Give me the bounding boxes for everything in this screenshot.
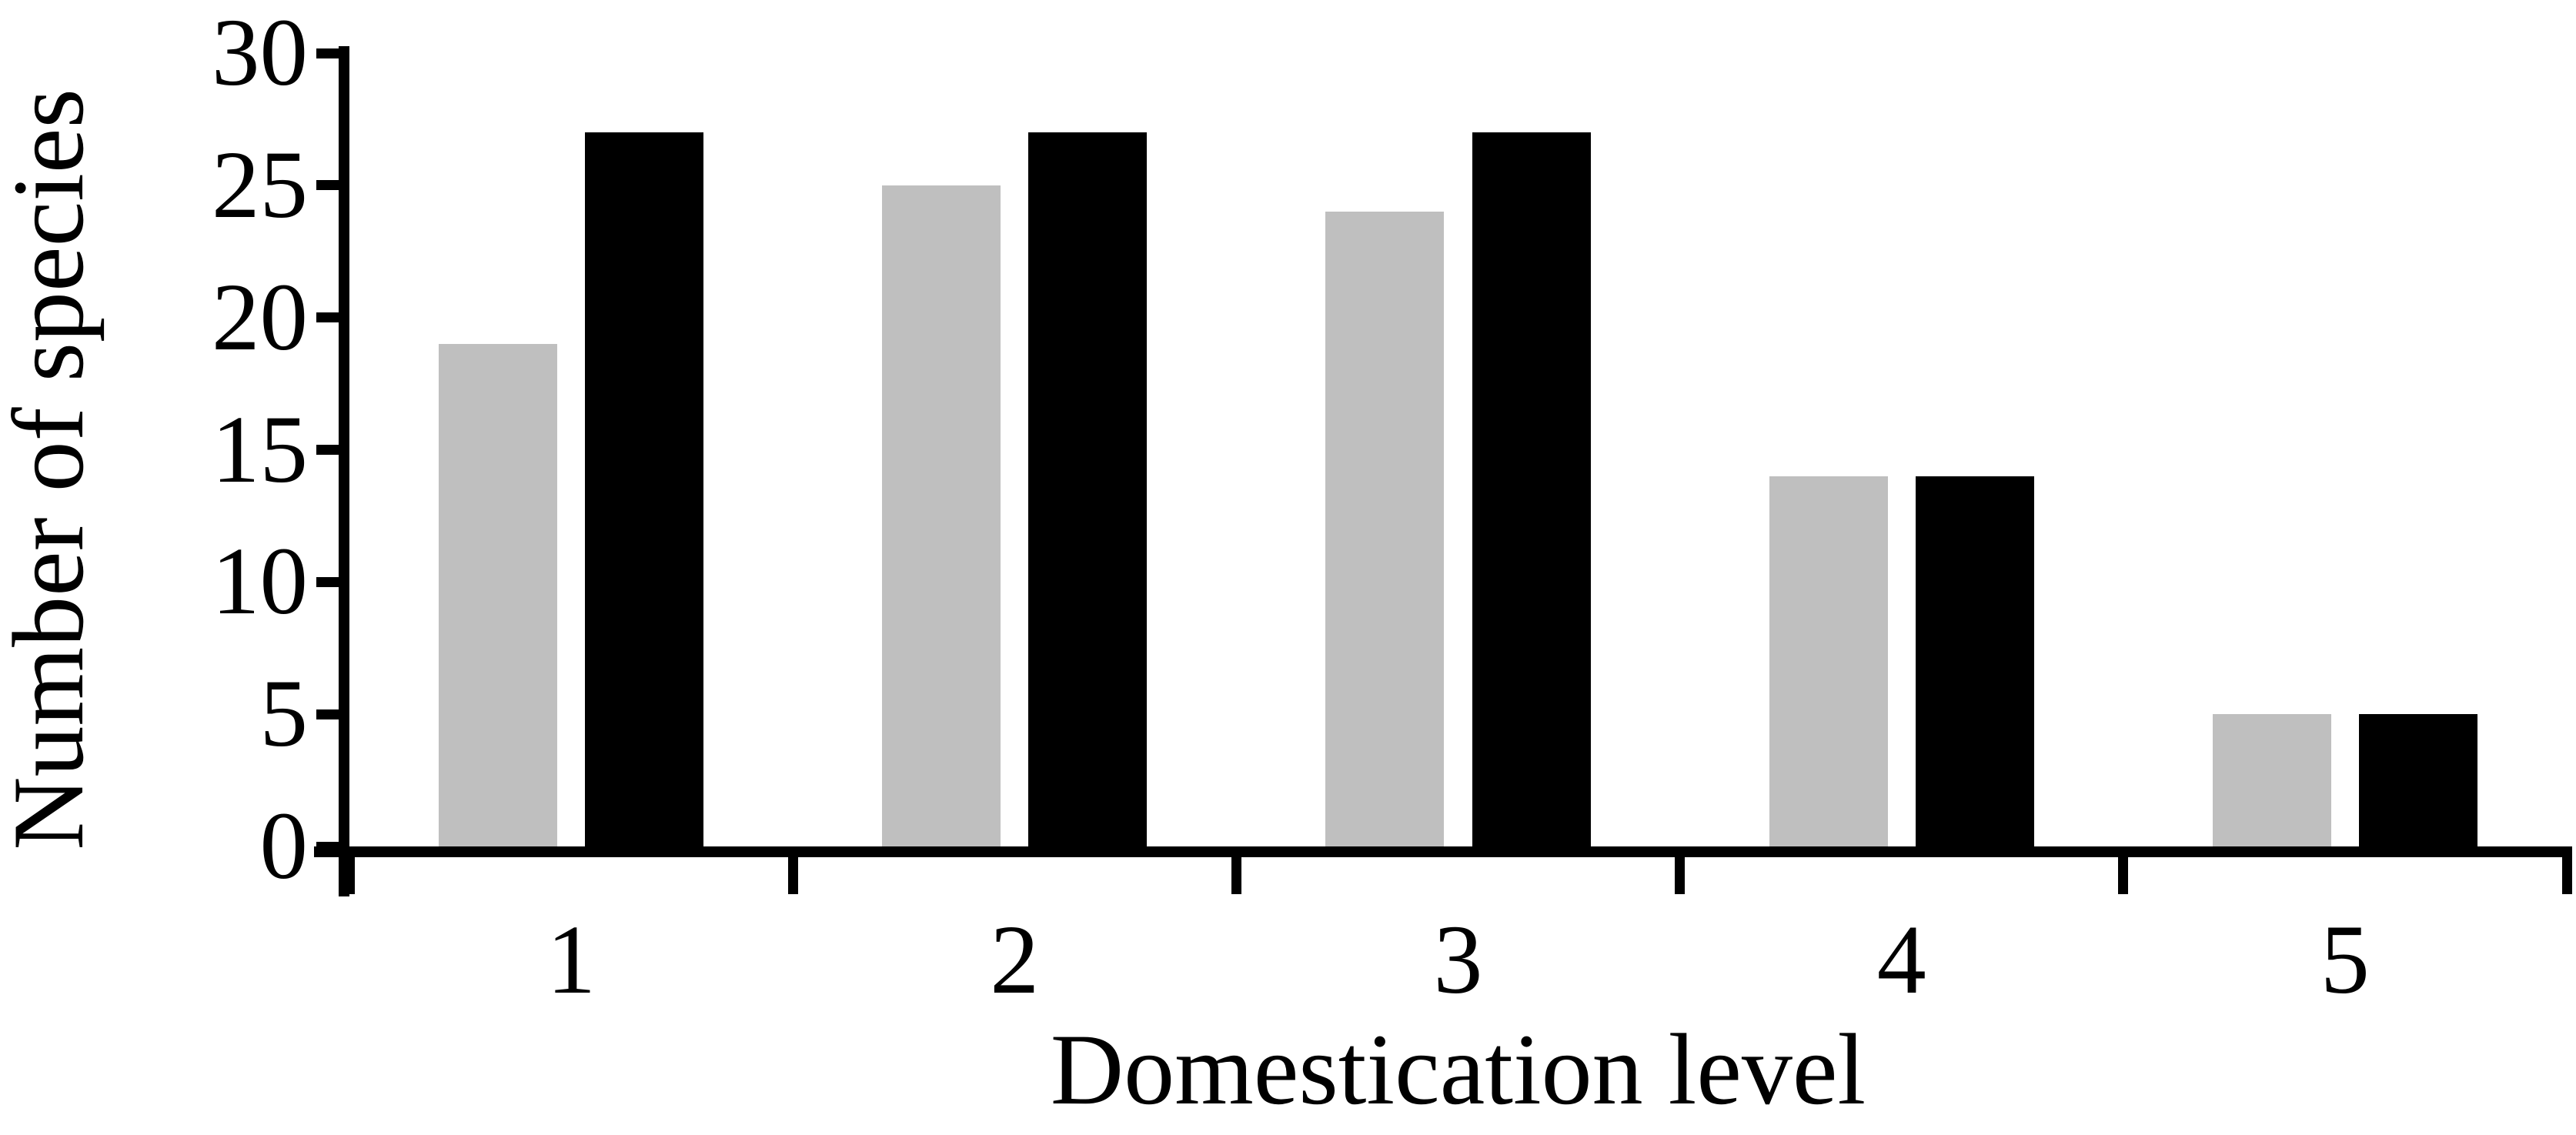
y-tick-mark-5 [316, 709, 339, 719]
bar-gray-group-5 [2212, 714, 2331, 846]
bar-black-group-4 [1915, 476, 2034, 846]
x-category-label-4: 4 [1876, 905, 1926, 1014]
y-axis-line [339, 46, 349, 896]
y-tick-mark-25 [316, 180, 339, 191]
bar-group-5 [2123, 53, 2567, 846]
bar-gray-group-3 [1325, 212, 1445, 846]
bar-group-4 [1680, 53, 2123, 846]
y-tick-mark-15 [316, 445, 339, 455]
x-tick-mark-0 [344, 846, 355, 894]
x-tick-mark-2 [1231, 846, 1241, 894]
x-tick-mark-3 [1675, 846, 1686, 894]
y-tick-label-30: 30 [212, 0, 308, 106]
x-category-label-2: 2 [990, 905, 1040, 1014]
x-tick-mark-1 [787, 846, 798, 894]
x-tick-mark-5 [2561, 846, 2572, 894]
y-tick-label-20: 20 [212, 264, 308, 371]
y-tick-mark-10 [316, 576, 339, 587]
bar-black-group-3 [1472, 132, 1591, 846]
bar-black-group-2 [1028, 132, 1148, 846]
x-axis-title: Domestication level [1050, 1013, 1866, 1126]
bar-gray-group-1 [439, 344, 558, 846]
y-tick-label-5: 5 [259, 661, 309, 768]
x-category-label-1: 1 [546, 905, 596, 1014]
bar-groups [349, 53, 2567, 846]
x-axis-category-labels: 1 2 3 4 5 [349, 904, 2567, 1016]
y-tick-label-0: 0 [259, 793, 309, 900]
y-tick-label-25: 25 [212, 132, 308, 239]
x-tick-mark-4 [2118, 846, 2129, 894]
y-axis-tick-labels: 0 5 10 15 20 25 30 [0, 0, 308, 1135]
plot-area [349, 53, 2567, 846]
x-category-label-3: 3 [1433, 905, 1483, 1014]
bar-gray-group-2 [882, 185, 1001, 846]
x-axis-line [314, 846, 2570, 857]
bar-group-3 [1236, 53, 1679, 846]
bar-black-group-1 [585, 132, 704, 846]
x-category-label-5: 5 [2320, 905, 2370, 1014]
y-tick-label-15: 15 [212, 396, 308, 503]
y-tick-label-10: 10 [212, 529, 308, 636]
bar-gray-group-4 [1769, 476, 1888, 846]
y-tick-mark-0 [316, 841, 339, 852]
bar-group-1 [349, 53, 793, 846]
bar-black-group-5 [2358, 714, 2477, 846]
bar-group-2 [793, 53, 1236, 846]
y-tick-mark-20 [316, 312, 339, 323]
y-tick-mark-30 [316, 48, 339, 58]
